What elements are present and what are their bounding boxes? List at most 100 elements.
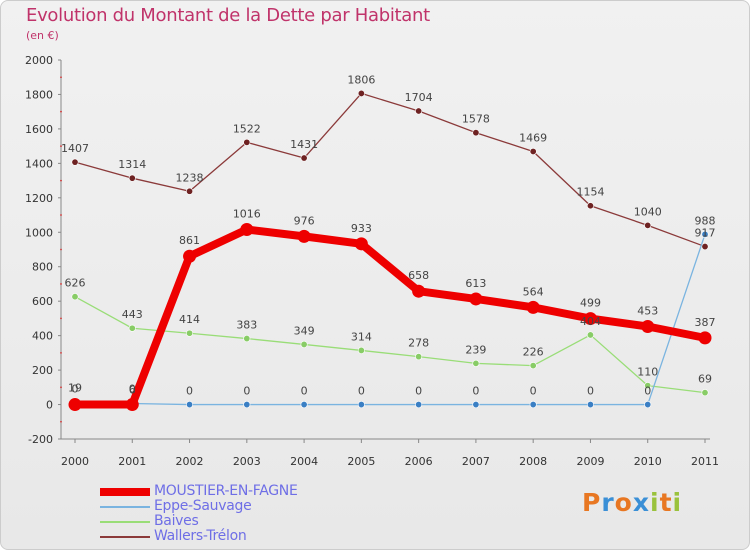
data-label: 917 (695, 227, 716, 240)
data-point (186, 329, 194, 337)
x-tick-label: 2007 (462, 455, 490, 468)
data-point (68, 398, 82, 412)
data-label: 0 (129, 383, 136, 396)
data-label: 0 (587, 385, 594, 398)
data-point (586, 331, 594, 339)
data-point (300, 401, 308, 409)
data-label: 0 (186, 385, 193, 398)
y-tick-label: 400 (32, 330, 53, 343)
data-label: 349 (294, 324, 315, 337)
data-label: 387 (695, 316, 716, 329)
data-point (357, 346, 365, 354)
legend-label: Eppe-Sauvage (154, 498, 252, 514)
data-label: 0 (72, 383, 79, 396)
y-minor-tick (60, 386, 62, 389)
y-tick-label: 800 (32, 261, 53, 274)
data-point (701, 243, 709, 251)
legend-label: Baives (154, 513, 199, 529)
data-label: 6 (129, 384, 136, 397)
x-tick-label: 2006 (405, 455, 433, 468)
data-label: 1704 (405, 91, 433, 104)
data-point (183, 249, 197, 263)
data-point (354, 237, 368, 251)
data-label: 0 (415, 385, 422, 398)
data-point (415, 401, 423, 409)
y-tick-label: 2000 (25, 54, 53, 67)
data-point (243, 401, 251, 409)
data-label: 626 (65, 277, 86, 290)
data-point (412, 284, 426, 298)
y-minor-tick (60, 110, 62, 113)
data-label: 110 (637, 366, 658, 379)
data-label: 0 (358, 385, 365, 398)
data-point (297, 229, 311, 243)
data-label: 0 (472, 385, 479, 398)
legend-swatch (100, 521, 150, 523)
data-label: 613 (465, 277, 486, 290)
legend-label: Wallers-Trélon (154, 528, 247, 544)
y-minor-tick (60, 248, 62, 251)
logo-letter: P (582, 488, 602, 517)
y-minor-tick (60, 145, 62, 148)
data-point (701, 230, 709, 238)
data-label: 1314 (118, 158, 146, 171)
data-label: 0 (644, 385, 651, 398)
chart-unit: (en €) (26, 29, 59, 42)
data-label: 1407 (61, 142, 89, 155)
y-tick-label: -200 (28, 433, 53, 446)
y-tick-label: 600 (32, 295, 53, 308)
data-label: 404 (580, 315, 601, 328)
data-label: 226 (523, 346, 544, 359)
data-point (240, 223, 254, 237)
data-point (529, 147, 537, 155)
y-tick-label: 1400 (25, 157, 53, 170)
data-point (698, 331, 712, 345)
data-point (186, 187, 194, 195)
data-label: 314 (351, 330, 372, 343)
data-point (71, 293, 79, 301)
y-tick-label: 1600 (25, 123, 53, 136)
data-point (415, 353, 423, 361)
data-label: 988 (695, 214, 716, 227)
y-tick-label: 0 (46, 399, 53, 412)
y-minor-tick (60, 214, 62, 216)
x-tick-label: 2000 (61, 455, 89, 468)
logo-letter: o (614, 488, 633, 517)
legend-swatch (100, 506, 150, 508)
x-tick-label: 2010 (634, 455, 662, 468)
logo-letter: i (650, 488, 660, 517)
data-point (300, 340, 308, 348)
data-point (128, 174, 136, 182)
logo-letter: x (632, 488, 650, 517)
data-label: 1016 (233, 208, 261, 221)
data-point (472, 401, 480, 409)
y-minor-tick (60, 351, 62, 354)
y-minor-tick (60, 76, 62, 79)
data-label: 443 (122, 308, 143, 321)
y-minor-tick (60, 283, 62, 285)
data-label: 69 (698, 373, 712, 386)
data-label: 0 (243, 385, 250, 398)
data-point (243, 335, 251, 343)
data-label: 564 (523, 285, 544, 298)
x-tick-label: 2004 (290, 455, 318, 468)
data-label: 383 (236, 319, 257, 332)
logo-letter: i (672, 488, 683, 517)
series-line-3 (74, 92, 706, 248)
data-point (357, 89, 365, 97)
data-point (243, 138, 251, 146)
data-label: 933 (351, 222, 372, 235)
legend-swatch (100, 536, 150, 538)
y-tick-label: 200 (32, 364, 53, 377)
x-tick-label: 2003 (233, 455, 261, 468)
data-label: 861 (179, 234, 200, 247)
data-label: 0 (301, 385, 308, 398)
data-point (583, 312, 597, 326)
y-tick-label: 1200 (25, 192, 53, 205)
legend-label: MOUSTIER-EN-FAGNE (154, 483, 298, 499)
data-point (472, 359, 480, 367)
y-tick-label: 1000 (25, 226, 53, 239)
series-line-2 (74, 296, 706, 394)
series-line-1 (74, 233, 706, 406)
